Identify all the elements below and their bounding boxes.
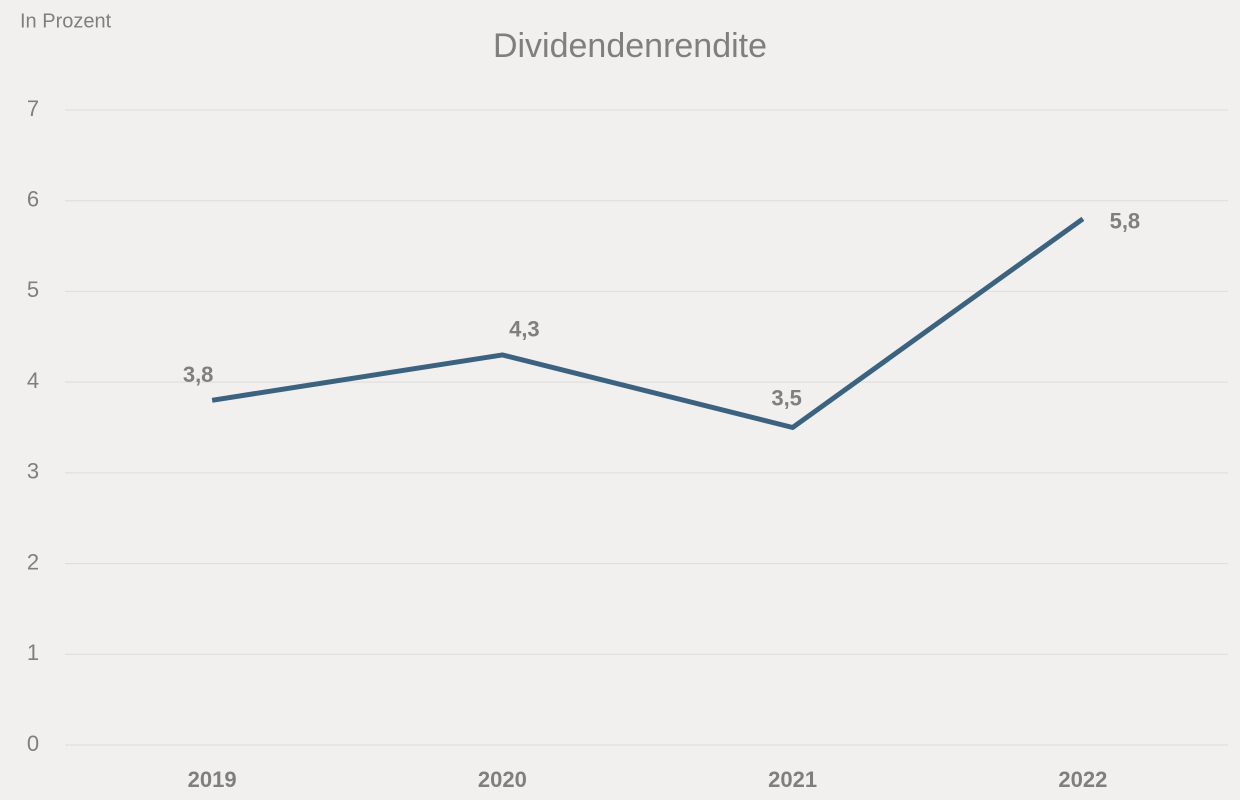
data-label: 5,8 [1110, 209, 1141, 234]
data-label: 3,8 [183, 362, 214, 387]
x-tick-label: 2020 [478, 767, 527, 792]
line [211, 216, 1085, 430]
x-tick-label: 2021 [768, 767, 817, 792]
x-tick-label: 2019 [188, 767, 237, 792]
y-tick-label: 1 [27, 640, 39, 665]
y-tick-label: 0 [27, 731, 39, 756]
data-label: 3,5 [771, 385, 802, 410]
y-tick-label: 6 [27, 187, 39, 212]
y-tick-label: 7 [27, 96, 39, 121]
y-tick-label: 4 [27, 368, 39, 393]
y-tick-label: 3 [27, 459, 39, 484]
y-axis-label: In Prozent [20, 10, 112, 32]
y-tick-label: 5 [27, 277, 39, 302]
y-tick-label: 2 [27, 549, 39, 574]
data-label: 4,3 [509, 317, 540, 342]
chart-title: Dividendenrendite [493, 27, 767, 65]
x-tick-label: 2022 [1058, 767, 1107, 792]
